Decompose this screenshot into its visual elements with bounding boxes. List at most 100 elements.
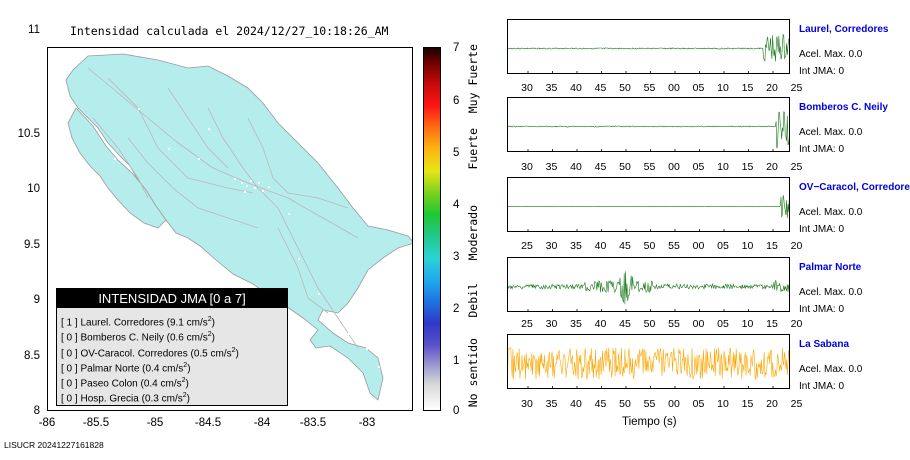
time-tick-label: 50 — [619, 161, 631, 173]
time-tick-label: 10 — [717, 398, 729, 410]
lat-tick: 10 — [27, 183, 40, 195]
waveform-trace — [508, 347, 789, 380]
time-tick-label: 35 — [570, 318, 582, 330]
seismogram-panel[interactable] — [507, 177, 790, 232]
time-tick-label: 45 — [594, 398, 607, 410]
time-tick-label: 35 — [545, 161, 558, 173]
max-accel-value: Acel. Max. 0.0 — [799, 287, 863, 298]
jma-intensity-value: Int JMA: 0 — [799, 304, 845, 315]
time-tick-label: 20 — [766, 161, 778, 173]
time-tick-label: 05 — [692, 161, 705, 173]
waveform-svg — [508, 33, 789, 73]
colorbar-tick: 3 — [453, 251, 460, 263]
time-tick-label: 45 — [594, 161, 607, 173]
colorbar-label: Moderado — [466, 205, 480, 261]
waveform-trace — [508, 271, 789, 305]
colorbar-tick: 5 — [453, 147, 460, 159]
time-tick-label: 15 — [741, 82, 754, 94]
waveform-svg — [508, 347, 789, 388]
waveform-trace — [508, 111, 789, 149]
waveform-trace — [508, 195, 789, 219]
time-axis-label: Tiempo (s) — [622, 416, 677, 428]
footer-id: LISUCR 20241227161828 — [4, 440, 104, 450]
station-name-link[interactable]: Palmar Norte — [799, 262, 862, 273]
time-tick-label: 10 — [741, 318, 754, 330]
station-markers — [114, 108, 380, 368]
waveform-svg — [508, 271, 789, 311]
time-tick-label: 10 — [717, 82, 729, 94]
time-tick-label: 40 — [570, 161, 582, 173]
seismogram-panel[interactable] — [507, 334, 790, 389]
station-name-link[interactable]: La Sabana — [799, 339, 850, 350]
waveform-svg — [508, 111, 789, 151]
jma-intensity-value: Int JMA: 0 — [799, 66, 845, 77]
colorbar-label: No sentido — [466, 338, 480, 408]
time-tick-label: 25 — [790, 82, 803, 94]
seismogram-panel[interactable] — [507, 257, 790, 312]
lat-tick: 8.5 — [24, 350, 40, 362]
time-tick-label: 50 — [643, 240, 656, 252]
jma-intensity-value: Int JMA: 0 — [799, 381, 845, 392]
lat-tick: 9 — [33, 294, 40, 306]
intensity-legend: INTENSIDAD JMA [0 a 7] [ 1 ] Laurel. Cor… — [56, 288, 288, 406]
time-tick-label: 45 — [619, 240, 631, 252]
time-tick-label: 45 — [594, 82, 607, 94]
colorbar-label: Debil — [466, 283, 480, 318]
time-tick-label: 00 — [692, 318, 705, 330]
nicoya-peninsula — [67, 107, 167, 229]
map-svg — [65, 53, 412, 401]
lat-tick: 9.5 — [24, 239, 40, 251]
lon-tick: -85.5 — [82, 417, 110, 429]
time-tick-label: 40 — [570, 82, 582, 94]
time-tick-label: 00 — [668, 161, 680, 173]
time-tick-label: 05 — [717, 240, 729, 252]
time-tick-label: 15 — [741, 161, 754, 173]
lon-tick: -83 — [358, 417, 376, 429]
lat-tick: 10.5 — [17, 128, 40, 140]
time-tick-label: 15 — [766, 318, 778, 330]
time-tick-label: 40 — [594, 240, 607, 252]
lon-tick: -85 — [146, 417, 164, 429]
jma-intensity-value: Int JMA: 0 — [799, 224, 845, 235]
time-tick-label: 55 — [643, 398, 656, 410]
time-tick-label: 05 — [692, 398, 705, 410]
time-tick-label: 30 — [545, 318, 558, 330]
seismogram-panel[interactable] — [507, 19, 790, 74]
time-tick-label: 25 — [521, 318, 533, 330]
station-name-link[interactable]: Bomberos C. Neily — [799, 102, 888, 113]
time-tick-label: 40 — [570, 398, 582, 410]
lon-tick: -86 — [38, 417, 56, 429]
intensity-colorbar — [423, 47, 441, 411]
time-tick-label: 35 — [570, 240, 582, 252]
colorbar-label: Fuerte — [466, 128, 480, 170]
time-tick-label: 35 — [545, 398, 558, 410]
legend-row: [ 0 ] Hosp. Grecia (0.3 cm/s2) — [61, 392, 190, 405]
time-tick-label: 30 — [545, 240, 558, 252]
time-tick-label: 25 — [521, 240, 533, 252]
colorbar-tick: 2 — [453, 303, 460, 315]
legend-list: [ 1 ] Laurel. Corredores (9.1 cm/s2) [ 0… — [57, 308, 287, 405]
time-tick-label: 30 — [521, 161, 533, 173]
time-tick-label: 00 — [692, 240, 705, 252]
lon-tick: -83.5 — [299, 417, 327, 429]
lat-tick: 8 — [33, 405, 40, 417]
time-tick-label: 25 — [790, 161, 803, 173]
time-tick-label: 05 — [717, 318, 729, 330]
time-tick-label: 10 — [717, 161, 729, 173]
legend-row: [ 0 ] Palmar Norte (0.4 cm/s2) — [61, 361, 191, 375]
colorbar-tick: 1 — [453, 355, 460, 367]
time-tick-label: 00 — [668, 82, 680, 94]
seismogram-panel[interactable] — [507, 97, 790, 152]
legend-row: [ 0 ] Bomberos C. Neily (0.6 cm/s2) — [61, 331, 215, 344]
time-tick-label: 20 — [766, 82, 778, 94]
colorbar-tick: 4 — [453, 199, 460, 211]
map-title: Intensidad calculada el 2024/12/27_10:18… — [70, 24, 389, 38]
station-name-link[interactable]: OV−Caracol, Corredore — [799, 182, 910, 193]
time-tick-label: 30 — [521, 82, 533, 94]
colorbar-label: Muy Fuerte — [466, 44, 480, 114]
lon-tick: -84.5 — [194, 417, 222, 429]
time-tick-label: 50 — [643, 318, 656, 330]
station-name-link[interactable]: Laurel, Corredores — [799, 24, 889, 35]
max-accel-value: Acel. Max. 0.0 — [799, 49, 863, 60]
time-tick-label: 55 — [643, 82, 656, 94]
